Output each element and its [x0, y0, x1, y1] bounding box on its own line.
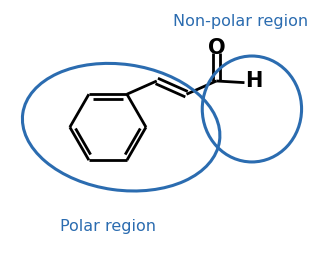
- Text: O: O: [207, 38, 225, 58]
- Text: Polar region: Polar region: [60, 219, 156, 234]
- Text: H: H: [245, 71, 262, 91]
- Text: Non-polar region: Non-polar region: [173, 14, 308, 29]
